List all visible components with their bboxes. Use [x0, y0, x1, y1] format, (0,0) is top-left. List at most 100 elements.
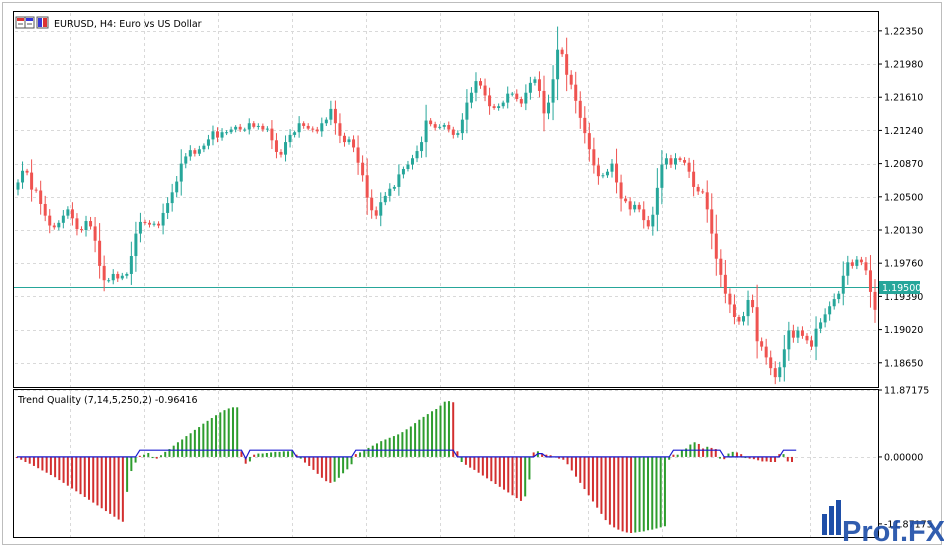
candle-body: [796, 330, 800, 338]
candle-body: [107, 280, 111, 282]
candle-body: [479, 81, 483, 86]
candle-body: [828, 306, 832, 315]
candle-body: [769, 357, 773, 369]
price-axis-label: 1.19390: [884, 292, 923, 303]
candle-body: [302, 123, 306, 126]
candle-body: [229, 129, 233, 133]
candle-body: [84, 221, 88, 231]
candle-body: [773, 368, 777, 378]
candle-body: [279, 151, 283, 155]
candle-body: [152, 223, 156, 225]
indicator-axis: 11.87175 0.00000 -11.87175: [878, 386, 933, 530]
candle-body: [211, 131, 215, 140]
price-axis-label: 1.22350: [884, 26, 923, 37]
candle-body: [864, 262, 868, 271]
candle-body: [134, 233, 138, 257]
candle-body: [297, 123, 301, 133]
candle-body: [751, 299, 755, 308]
candle-body: [528, 82, 532, 93]
candle-body: [270, 128, 274, 141]
trend-quality-line: [17, 449, 797, 460]
candle-body: [397, 174, 401, 187]
candle-body: [93, 226, 97, 241]
candle-body: [433, 124, 437, 128]
candle-body: [673, 158, 677, 165]
candle-body: [615, 163, 619, 183]
indicator-axis-label: -11.87175: [884, 519, 933, 530]
candle-body: [333, 108, 337, 124]
candle-body: [868, 270, 872, 292]
price-axis: 1.22350 1.21980 1.21610 1.21240 1.20870 1.205…: [878, 26, 923, 369]
candle-body: [79, 229, 83, 231]
candle-body: [447, 125, 451, 130]
candle-body: [669, 158, 673, 165]
price-grid: [15, 13, 878, 387]
candle-body: [252, 123, 256, 127]
candle-body: [510, 93, 514, 95]
candle-body: [800, 330, 804, 336]
candle-body: [225, 132, 229, 134]
candle-body: [855, 259, 859, 266]
candle-body: [642, 209, 646, 221]
candle-body: [823, 314, 827, 323]
candle-body: [324, 119, 328, 124]
candle-body: [873, 291, 877, 310]
candle-body: [574, 84, 578, 101]
candle-body: [651, 214, 655, 227]
candle-body: [30, 172, 34, 190]
price-chart-pane[interactable]: 1.22350 1.21980 1.21610 1.21240 1.20870 1.205…: [13, 11, 924, 388]
candle-body: [438, 126, 442, 128]
candle-body: [120, 275, 124, 279]
candle-body: [361, 162, 365, 176]
candle-body: [451, 129, 455, 135]
candle-body: [850, 262, 854, 266]
candle-body: [692, 171, 696, 187]
candles: [16, 26, 877, 385]
candle-body: [619, 182, 623, 199]
candle-body: [714, 233, 718, 259]
candle-body: [633, 204, 637, 210]
candle-body: [75, 218, 79, 230]
indicator-pane[interactable]: 11.87175 0.00000 -11.87175 Trend Quality (…: [13, 386, 933, 538]
price-axis-label: 1.20870: [884, 159, 923, 170]
candle-body: [306, 125, 310, 129]
candle-body: [352, 139, 356, 148]
candle-body: [206, 139, 210, 146]
price-axis-label: 1.20130: [884, 226, 923, 237]
candle-body: [678, 158, 682, 161]
candle-body: [138, 221, 142, 234]
candle-body: [551, 79, 555, 103]
prof-fx-logo: Prof.FX: [822, 500, 944, 547]
watermark-text: Prof.FX: [842, 516, 944, 547]
candle-body: [197, 149, 201, 154]
candle-body: [760, 341, 764, 347]
candle-body: [492, 106, 496, 108]
candle-body: [660, 164, 664, 188]
candle-body: [605, 171, 609, 176]
candle-body: [810, 340, 814, 347]
candle-body: [234, 126, 238, 130]
price-axis-label: 1.21980: [884, 60, 923, 71]
candle-body: [782, 349, 786, 368]
candle-body: [129, 256, 133, 274]
candle-body: [288, 134, 292, 143]
candle-body: [501, 102, 505, 107]
candle-body: [374, 210, 378, 216]
price-plot-area: [13, 11, 879, 388]
candle-body: [655, 187, 659, 215]
candle-body: [814, 328, 818, 347]
candle-body: [193, 150, 197, 154]
candle-body: [683, 160, 687, 163]
candle-body: [805, 335, 809, 341]
candle-body: [420, 142, 424, 152]
candle-body: [565, 54, 569, 75]
candle-body: [329, 108, 333, 120]
candle-body: [216, 131, 220, 138]
candle-body: [125, 273, 129, 276]
candle-body: [841, 275, 845, 294]
current-price-badge: 1.19500: [879, 281, 921, 294]
indicator-plot-area: [13, 389, 879, 538]
indicator-grid: [15, 390, 878, 537]
candle-body: [238, 126, 242, 130]
